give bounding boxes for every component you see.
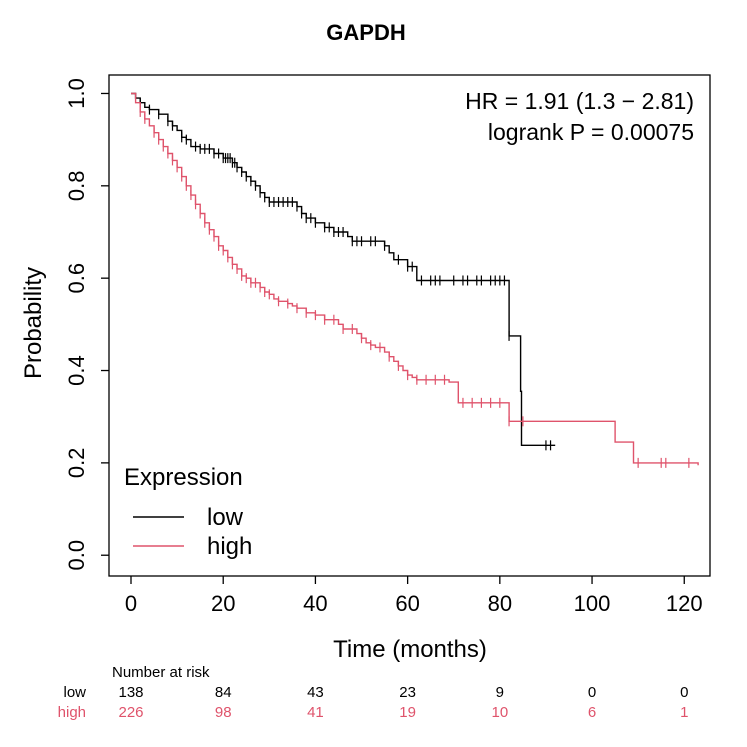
logrank-p-text: logrank P = 0.00075 (488, 119, 694, 145)
risk-row-label-low: low (63, 684, 86, 701)
y-tick-label: 0.6 (64, 263, 89, 294)
plot-frame (108, 74, 711, 577)
risk-row-label-high: high (58, 704, 86, 721)
y-axis-label: Probability (20, 267, 47, 379)
chart-title: GAPDH (326, 20, 405, 45)
hazard-ratio-text: HR = 1.91 (1.3 − 2.81) (465, 88, 694, 114)
risk-cell-low: 9 (496, 684, 504, 701)
risk-cell-high: 98 (215, 704, 232, 721)
y-tick-label: 0.0 (64, 540, 89, 571)
risk-table-title: Number at risk (112, 664, 210, 681)
survival-curve-low (131, 92, 556, 446)
risk-cell-low: 0 (588, 684, 596, 701)
risk-cell-low: 84 (215, 684, 232, 701)
y-tick-label: 1.0 (64, 78, 89, 109)
risk-cell-low: 43 (307, 684, 324, 701)
risk-cell-high: 6 (588, 704, 596, 721)
x-tick-label: 120 (666, 591, 703, 616)
x-tick-label: 100 (574, 591, 611, 616)
risk-cell-high: 10 (491, 704, 508, 721)
y-tick-label: 0.2 (64, 448, 89, 479)
risk-cell-high: 1 (680, 704, 688, 721)
y-tick-label: 0.4 (64, 355, 89, 386)
risk-cell-high: 226 (118, 704, 143, 721)
legend-label-high: high (207, 533, 252, 560)
legend-title: Expression (124, 464, 243, 491)
survival-curve-high (131, 92, 699, 466)
legend-label-low: low (207, 504, 244, 531)
risk-cell-high: 19 (399, 704, 416, 721)
risk-cell-high: 41 (307, 704, 324, 721)
x-tick-label: 0 (125, 591, 137, 616)
x-tick-label: 20 (211, 591, 235, 616)
x-tick-label: 60 (395, 591, 419, 616)
x-axis-label: Time (months) (333, 636, 487, 663)
risk-cell-low: 138 (118, 684, 143, 701)
x-tick-label: 40 (303, 591, 327, 616)
y-tick-label: 0.8 (64, 171, 89, 202)
risk-cell-low: 0 (680, 684, 688, 701)
x-tick-label: 80 (488, 591, 512, 616)
risk-cell-low: 23 (399, 684, 416, 701)
